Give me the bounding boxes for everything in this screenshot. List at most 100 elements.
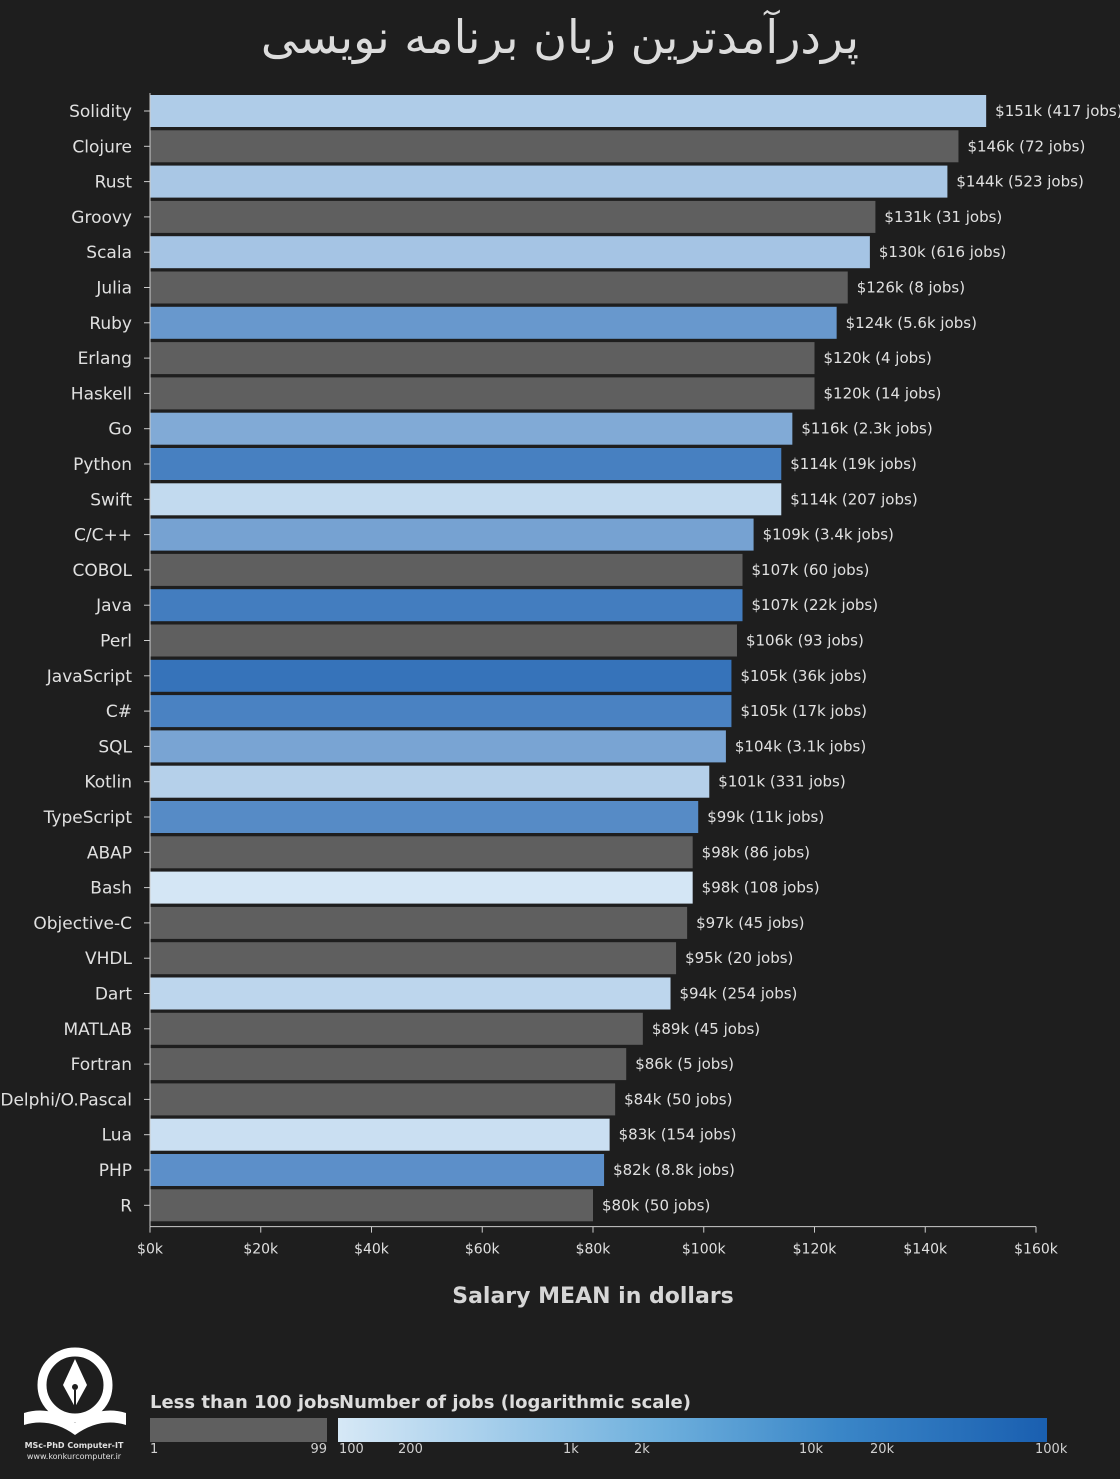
legend-scale-gradient bbox=[338, 1418, 1047, 1442]
legend-tick-label: 99 bbox=[310, 1442, 327, 1457]
bar bbox=[150, 765, 710, 798]
data-label: $130k (616 jobs) bbox=[879, 243, 1006, 261]
bar bbox=[150, 695, 732, 728]
logo-text: MSc-PhD Computer-IT www.konkurcomputer.i… bbox=[8, 1440, 140, 1462]
legend-tick-label: 200 bbox=[398, 1442, 423, 1457]
data-label: $82k (8.8k jobs) bbox=[613, 1161, 735, 1179]
data-label: $151k (417 jobs) bbox=[995, 102, 1120, 120]
data-label: $124k (5.6k jobs) bbox=[846, 314, 977, 332]
bar bbox=[150, 412, 793, 445]
legend-low-swatch bbox=[150, 1418, 327, 1442]
data-label: $105k (36k jobs) bbox=[740, 667, 867, 685]
y-tick-label: PHP bbox=[99, 1161, 132, 1181]
data-label: $116k (2.3k jobs) bbox=[801, 420, 932, 438]
y-tick-label: Rust bbox=[95, 173, 133, 193]
y-tick-label: MATLAB bbox=[63, 1020, 132, 1040]
data-label: $89k (45 jobs) bbox=[652, 1020, 760, 1038]
y-tick-label: SQL bbox=[98, 737, 132, 757]
bar bbox=[150, 730, 726, 763]
data-label: $120k (14 jobs) bbox=[824, 384, 942, 402]
y-tick-label: Groovy bbox=[71, 208, 132, 228]
bar bbox=[150, 95, 987, 127]
bar bbox=[150, 1189, 593, 1222]
data-label: $80k (50 jobs) bbox=[602, 1196, 710, 1214]
data-label: $109k (3.4k jobs) bbox=[763, 526, 894, 544]
bar bbox=[150, 483, 782, 516]
y-tick-label: Swift bbox=[90, 490, 132, 510]
data-label: $107k (22k jobs) bbox=[752, 596, 879, 614]
y-tick-label: Lua bbox=[102, 1126, 132, 1146]
bar bbox=[150, 342, 815, 375]
x-tick-label: $20k bbox=[243, 1242, 279, 1258]
y-tick-label: Bash bbox=[90, 879, 132, 899]
bar bbox=[150, 906, 688, 939]
data-label: $94k (254 jobs) bbox=[680, 985, 798, 1003]
x-tick-label: $100k bbox=[682, 1242, 727, 1258]
data-label: $86k (5 jobs) bbox=[635, 1055, 734, 1073]
bar bbox=[150, 1154, 605, 1186]
x-tick-label: $60k bbox=[465, 1242, 501, 1258]
data-label: $107k (60 jobs) bbox=[752, 561, 870, 579]
legend-tick-label: 1 bbox=[150, 1442, 159, 1457]
y-tick-label: VHDL bbox=[85, 949, 133, 969]
y-tick-label: JavaScript bbox=[46, 667, 133, 687]
bar bbox=[150, 553, 743, 586]
data-label: $98k (86 jobs) bbox=[702, 843, 810, 861]
x-tick-label: $40k bbox=[354, 1242, 390, 1258]
y-tick-label: Erlang bbox=[78, 349, 132, 369]
data-label: $114k (19k jobs) bbox=[790, 455, 917, 473]
y-tick-label: Objective-C bbox=[33, 914, 132, 934]
data-label: $146k (72 jobs) bbox=[967, 137, 1085, 155]
y-tick-label: Python bbox=[73, 455, 132, 475]
y-tick-label: Haskell bbox=[71, 384, 132, 404]
data-label: $99k (11k jobs) bbox=[707, 808, 824, 826]
bar bbox=[150, 1083, 616, 1116]
data-label: $114k (207 jobs) bbox=[790, 490, 917, 508]
legend-tick-label: 100k bbox=[1035, 1442, 1068, 1457]
y-tick-label: C# bbox=[106, 702, 132, 722]
y-tick-label: Fortran bbox=[71, 1055, 132, 1075]
y-tick-label: Perl bbox=[100, 632, 132, 652]
bar bbox=[150, 1118, 610, 1151]
bar bbox=[150, 624, 737, 657]
y-tick-label: Kotlin bbox=[84, 773, 132, 793]
data-label: $105k (17k jobs) bbox=[740, 702, 867, 720]
y-tick-label: Delphi/O.Pascal bbox=[0, 1090, 132, 1110]
bar bbox=[150, 801, 699, 833]
bar bbox=[150, 306, 837, 339]
x-axis-label: Salary MEAN in dollars bbox=[452, 1284, 734, 1309]
bar bbox=[150, 836, 693, 869]
x-tick-label: $120k bbox=[793, 1242, 838, 1258]
data-label: $126k (8 jobs) bbox=[857, 279, 965, 297]
y-tick-label: Go bbox=[108, 420, 132, 440]
bar bbox=[150, 448, 782, 480]
legend-scale-label: Number of jobs (logarithmic scale) bbox=[339, 1392, 691, 1413]
legend-low-label: Less than 100 jobs bbox=[150, 1392, 340, 1413]
y-tick-label: Julia bbox=[95, 279, 132, 299]
y-tick-label: TypeScript bbox=[43, 808, 133, 828]
data-label: $144k (523 jobs) bbox=[956, 173, 1083, 191]
chart-title: پردرآمدترین زبان برنامه نویسی bbox=[260, 10, 860, 64]
legend-tick-label: 10k bbox=[799, 1442, 824, 1457]
bar bbox=[150, 659, 732, 692]
bar bbox=[150, 130, 959, 163]
bar bbox=[150, 942, 677, 975]
bar bbox=[150, 165, 948, 198]
y-tick-label: Solidity bbox=[69, 102, 132, 122]
y-tick-label: Dart bbox=[95, 985, 132, 1005]
legend-tick-label: 1k bbox=[563, 1442, 579, 1457]
data-label: $106k (93 jobs) bbox=[746, 632, 864, 650]
x-tick-label: $160k bbox=[1014, 1242, 1059, 1258]
data-label: $101k (331 jobs) bbox=[718, 773, 845, 791]
y-tick-label: C/C++ bbox=[74, 526, 132, 546]
logo-url: www.konkurcomputer.ir bbox=[26, 1452, 122, 1461]
bar bbox=[150, 589, 743, 622]
y-tick-label: R bbox=[120, 1196, 132, 1216]
bar bbox=[150, 200, 876, 233]
y-tick-label: COBOL bbox=[73, 561, 133, 581]
x-tick-label: $140k bbox=[903, 1242, 948, 1258]
y-tick-label: Java bbox=[95, 596, 132, 616]
bar bbox=[150, 236, 870, 269]
data-label: $97k (45 jobs) bbox=[696, 914, 804, 932]
x-tick-label: $80k bbox=[576, 1242, 612, 1258]
